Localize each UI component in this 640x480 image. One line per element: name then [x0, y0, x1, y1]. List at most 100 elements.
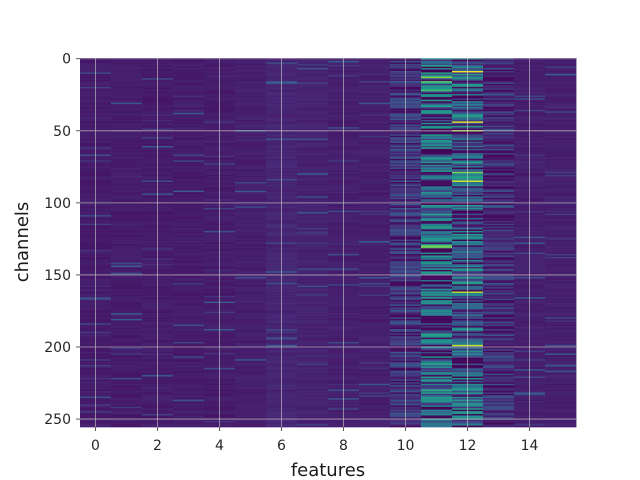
heatmap-cell — [235, 105, 267, 108]
heatmap-cell — [297, 99, 329, 102]
heatmap-cell — [173, 379, 205, 382]
heatmap-cell — [545, 91, 577, 93]
heatmap-cell — [359, 331, 391, 334]
heatmap-cell — [111, 301, 143, 304]
heatmap-cell — [173, 99, 205, 102]
heatmap-cell — [359, 209, 391, 212]
heatmap-cell — [483, 402, 515, 405]
heatmap-cell — [483, 339, 515, 341]
heatmap-cell — [545, 366, 577, 369]
heatmap-cell — [111, 290, 143, 292]
heatmap-cell — [545, 163, 577, 166]
heatmap-cell — [483, 259, 515, 262]
heatmap-cell — [297, 79, 329, 82]
heatmap-cell — [111, 357, 143, 360]
heatmap-cell — [421, 377, 453, 380]
heatmap-cell — [421, 163, 453, 166]
heatmap-cell — [173, 65, 205, 67]
heatmap-cell — [483, 242, 515, 245]
heatmap-cell — [359, 235, 391, 238]
heatmap-cell — [483, 421, 515, 424]
heatmap-cell — [297, 375, 329, 377]
heatmap-cell — [111, 256, 143, 259]
heatmap-cell — [421, 362, 453, 364]
heatmap-cell — [421, 330, 453, 333]
heatmap-cell — [235, 212, 267, 215]
heatmap-cell — [111, 269, 143, 272]
heatmap-cell — [359, 212, 391, 215]
heatmap-cell — [359, 352, 391, 354]
heatmap-cell — [297, 352, 329, 354]
heatmap-cell — [173, 73, 205, 76]
heatmap-cell — [111, 107, 143, 109]
heatmap-cell — [297, 59, 329, 62]
heatmap-cell — [421, 279, 453, 282]
heatmap-cell — [111, 320, 143, 323]
heatmap-cell — [421, 150, 453, 153]
heatmap-cell — [359, 220, 391, 223]
heatmap-cell — [483, 375, 515, 377]
heatmap-cell — [173, 401, 205, 403]
heatmap-cell — [545, 168, 577, 171]
heatmap-cell — [111, 258, 143, 261]
heatmap-cell — [483, 367, 515, 370]
heatmap-cell — [297, 316, 329, 318]
heatmap-cell — [421, 281, 453, 284]
heatmap-cell — [111, 318, 143, 321]
heatmap-cell — [545, 232, 577, 235]
heatmap-cell — [111, 111, 143, 114]
heatmap-cell — [297, 81, 329, 83]
heatmap-cell — [359, 389, 391, 392]
heatmap-cell — [297, 373, 329, 376]
heatmap-cell — [359, 362, 391, 364]
heatmap-cell — [173, 92, 205, 95]
heatmap-cell — [483, 99, 515, 102]
heatmap-cell — [297, 282, 329, 285]
heatmap-cell — [173, 284, 205, 287]
heatmap-cell — [359, 258, 391, 261]
heatmap-cell — [235, 228, 267, 230]
heatmap-cell — [173, 424, 205, 426]
heatmap-cell — [483, 75, 515, 78]
heatmap-cell — [111, 86, 143, 89]
heatmap-cell — [483, 357, 515, 360]
heatmap-cell — [421, 316, 453, 318]
heatmap-cell — [483, 264, 515, 266]
heatmap-cell — [483, 256, 515, 259]
heatmap-cell — [173, 354, 205, 357]
heatmap-cell — [173, 81, 205, 83]
heatmap-cell — [359, 305, 391, 308]
heatmap-cell — [483, 399, 515, 402]
heatmap-cell — [483, 128, 515, 131]
heatmap-cell — [173, 415, 205, 418]
heatmap-cell — [545, 292, 577, 295]
heatmap-cell — [297, 230, 329, 233]
heatmap-cell — [359, 245, 391, 248]
heatmap-cell — [421, 99, 453, 102]
heatmap-cell — [173, 138, 205, 141]
heatmap-cell — [545, 363, 577, 366]
heatmap-cell — [235, 249, 267, 252]
heatmap-cell — [545, 271, 577, 274]
heatmap-cell — [173, 352, 205, 354]
heatmap-cell — [235, 279, 267, 282]
heatmap-cell — [545, 281, 577, 284]
heatmap-cell — [483, 124, 515, 127]
heatmap-cell — [545, 222, 577, 225]
heatmap-cell — [173, 200, 205, 203]
heatmap-cell — [359, 131, 391, 134]
heatmap-cell — [359, 99, 391, 102]
heatmap-cell — [297, 232, 329, 235]
heatmap-cell — [421, 151, 453, 154]
heatmap-cell — [359, 236, 391, 239]
heatmap-cell — [545, 193, 577, 196]
heatmap-cell — [297, 320, 329, 323]
heatmap-cell — [173, 301, 205, 304]
heatmap-cell — [421, 205, 453, 207]
heatmap-cell — [235, 203, 267, 206]
heatmap-cell — [483, 347, 515, 350]
heatmap-cell — [173, 409, 205, 412]
heatmap-cell — [173, 337, 205, 340]
heatmap-cell — [173, 205, 205, 207]
heatmap-cell — [483, 301, 515, 304]
